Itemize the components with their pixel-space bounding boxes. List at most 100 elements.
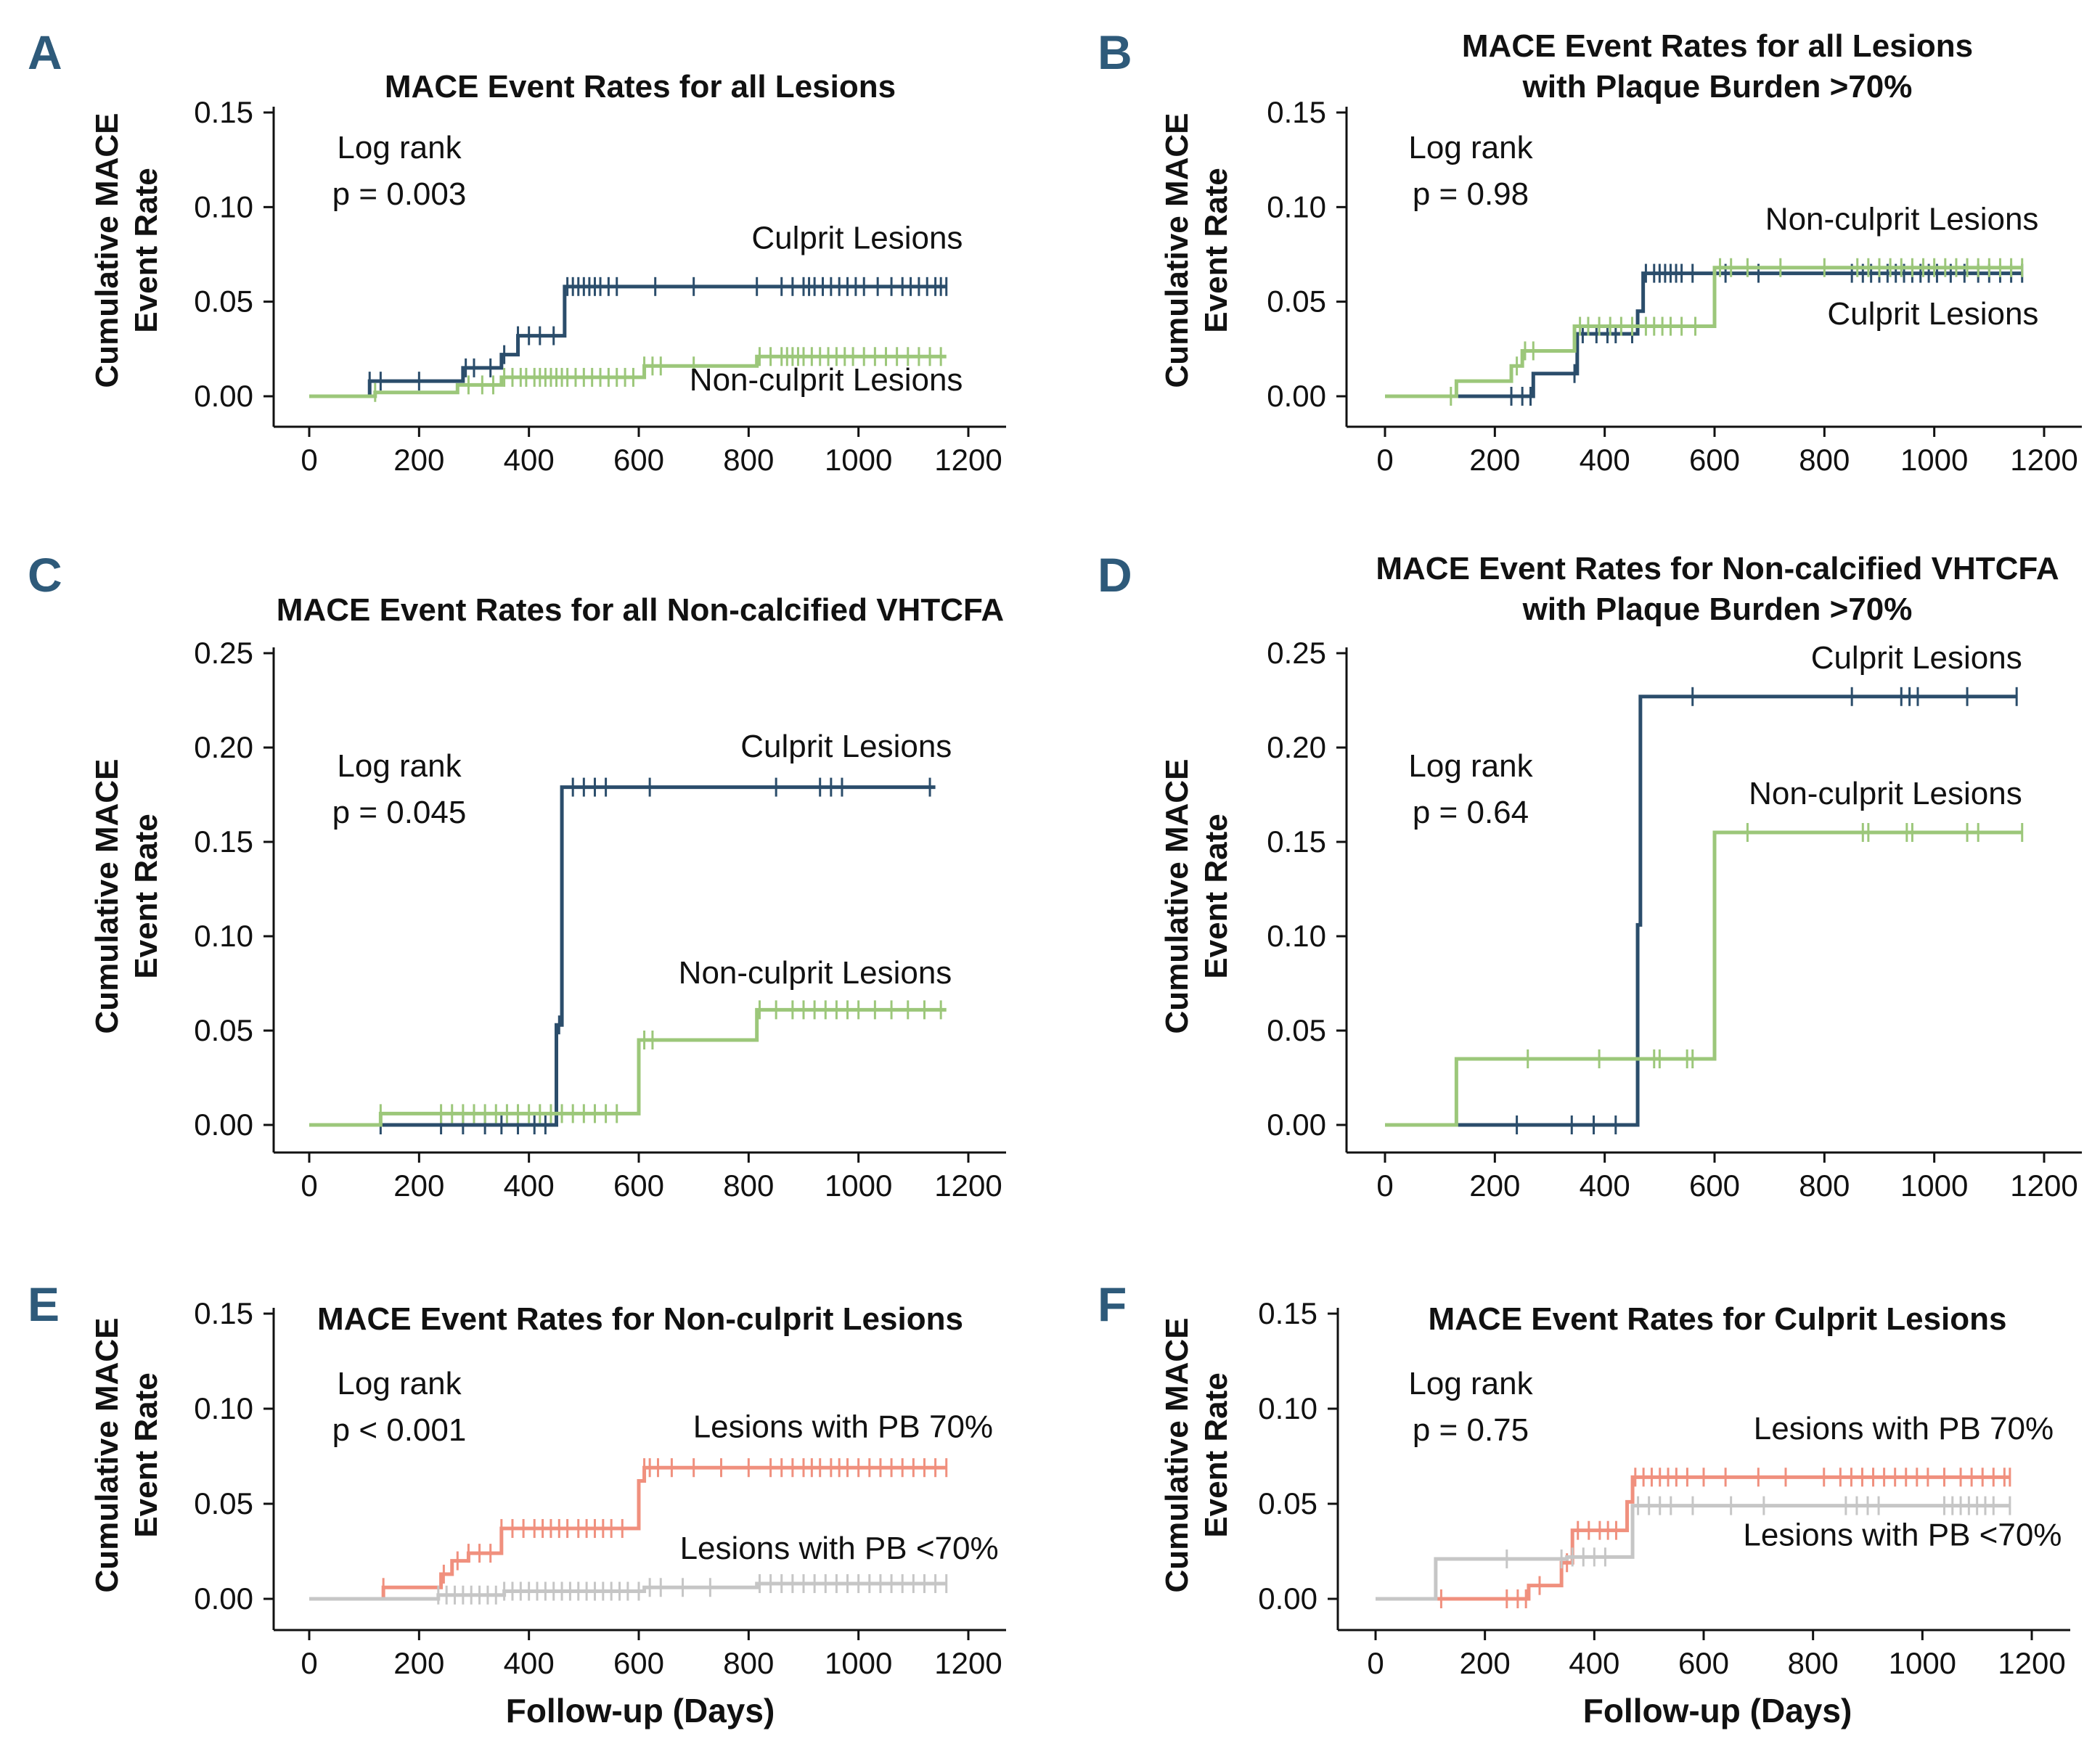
x-tick-label: 800 [723,443,774,477]
y-tick-label: 0.05 [1258,1486,1317,1520]
y-axis-label: Cumulative MACE [1159,1318,1195,1593]
y-tick-label: 0.05 [1267,1013,1326,1047]
series-label: Lesions with PB <70% [680,1531,999,1566]
y-tick-label: 0.20 [194,730,253,764]
series-label: Non-culprit Lesions [1765,202,2039,237]
p-value: p = 0.003 [332,176,467,212]
y-tick-label: 0.10 [194,1391,253,1425]
x-tick-label: 1200 [934,443,1002,477]
series-label: Lesions with PB 70% [1754,1411,2054,1446]
x-tick-label: 1000 [825,1646,892,1680]
x-tick-label: 400 [1580,443,1630,477]
x-tick-label: 200 [393,443,444,477]
chart-title: MACE Event Rates for all Lesions [385,69,896,105]
y-tick-label: 0.10 [194,189,253,224]
chart-title: MACE Event Rates for Non-calcified VHTCF… [1376,551,2059,586]
x-tick-label: 1000 [825,443,892,477]
x-tick-label: 400 [1569,1646,1619,1680]
series-line [1376,1504,2010,1601]
y-axis-label: Event Rate [128,168,164,332]
panel-d: D MACE Event Rates for Non-calcified VHT… [1098,548,2082,1203]
x-tick-label: 1200 [2010,443,2077,477]
chart-title: MACE Event Rates for all Lesions [1462,28,1973,64]
x-tick-label: 800 [1799,443,1850,477]
log-rank-label: Log rank [1408,130,1533,165]
plot-area: 0.00 0.05 0.10 0.15 0 200 400 600 800 1000 1200 Les… [1258,1296,2070,1680]
log-rank-label: Log rank [1408,748,1533,784]
panel-letter: C [28,548,62,602]
y-tick-label: 0.10 [1267,189,1326,224]
panel-letter: E [28,1277,60,1331]
y-tick-label: 0.05 [194,1486,253,1520]
y-tick-label: 0.00 [194,1108,253,1142]
panel-letter: F [1098,1277,1127,1331]
x-tick-label: 0 [301,1168,317,1203]
x-tick-label: 0 [1376,1168,1393,1203]
y-axis-label: Event Rate [128,814,164,978]
x-tick-label: 600 [613,1646,664,1680]
y-tick-label: 0.15 [1267,824,1326,859]
x-tick-label: 800 [1788,1646,1839,1680]
series-label: Lesions with PB <70% [1743,1518,2062,1553]
log-rank-label: Log rank [1408,1366,1533,1401]
y-tick-label: 0.00 [1267,1108,1326,1142]
log-rank-label: Log rank [337,748,462,784]
x-tick-label: 1200 [1998,1646,2065,1680]
x-tick-label: 1000 [1900,1168,1968,1203]
y-tick-label: 0.00 [194,1581,253,1616]
y-tick-label: 0.05 [1267,284,1326,319]
series-line [1385,271,2022,398]
x-tick-label: 600 [613,443,664,477]
series-label: Culprit Lesions [1811,640,2022,676]
y-tick-label: 0.15 [194,1296,253,1330]
x-tick-label: 600 [1678,1646,1729,1680]
x-tick-label: 600 [613,1168,664,1203]
x-tick-label: 1200 [934,1646,1002,1680]
x-tick-label: 400 [504,443,555,477]
x-tick-label: 400 [504,1168,555,1203]
panel-letter: B [1098,25,1132,79]
panel-letter: A [28,25,62,79]
panel-f: F MACE Event Rates for Culprit Lesions C… [1098,1277,2070,1729]
x-tick-label: 1000 [1889,1646,1956,1680]
x-tick-label: 600 [1689,443,1740,477]
x-tick-label: 400 [1580,1168,1630,1203]
x-tick-label: 200 [1460,1646,1511,1680]
x-axis-label: Follow-up (Days) [506,1692,775,1729]
y-tick-label: 0.10 [1267,919,1326,953]
y-tick-label: 0.00 [194,379,253,413]
x-tick-label: 1200 [2010,1168,2077,1203]
y-axis-label: Cumulative MACE [89,759,125,1034]
x-tick-label: 1000 [825,1168,892,1203]
y-axis-label: Cumulative MACE [89,113,125,388]
chart-title: MACE Event Rates for Non-culprit Lesions [317,1301,963,1337]
plot-area: 0.00 0.05 0.10 0.15 0.20 0.25 0 200 400 600 800 100… [1267,636,2082,1203]
series-label: Culprit Lesions [751,221,963,256]
y-axis-label: Event Rate [128,1372,164,1537]
p-value: p = 0.64 [1413,795,1529,830]
series-line [1385,695,2017,1127]
y-tick-label: 0.15 [1258,1296,1317,1330]
y-tick-label: 0.05 [194,1013,253,1047]
y-axis-label: Cumulative MACE [89,1318,125,1593]
x-tick-label: 200 [393,1168,444,1203]
y-tick-label: 0.10 [1258,1391,1317,1425]
series-line [1376,1475,2010,1601]
y-tick-label: 0.15 [194,824,253,859]
series-label: Non-culprit Lesions [690,362,963,398]
x-tick-label: 800 [723,1168,774,1203]
y-axis-label: Cumulative MACE [1159,113,1195,388]
x-tick-label: 400 [504,1646,555,1680]
series-label: Culprit Lesions [740,729,952,764]
y-axis-label: Cumulative MACE [1159,759,1195,1034]
series-label: Non-culprit Lesions [1749,776,2022,811]
x-tick-label: 200 [1469,443,1520,477]
chart-title: MACE Event Rates for all Non-calcified V… [277,592,1004,628]
panel-b: B MACE Event Rates for all Lesions with … [1098,25,2082,477]
y-axis-label: Event Rate [1198,168,1234,332]
x-axis-label: Follow-up (Days) [1583,1692,1852,1729]
plot-area: 0.00 0.05 0.10 0.15 0 200 400 600 800 1000 1200 Non… [1267,95,2082,477]
x-tick-label: 800 [1799,1168,1850,1203]
log-rank-label: Log rank [337,1366,462,1401]
p-value: p = 0.98 [1413,176,1529,212]
